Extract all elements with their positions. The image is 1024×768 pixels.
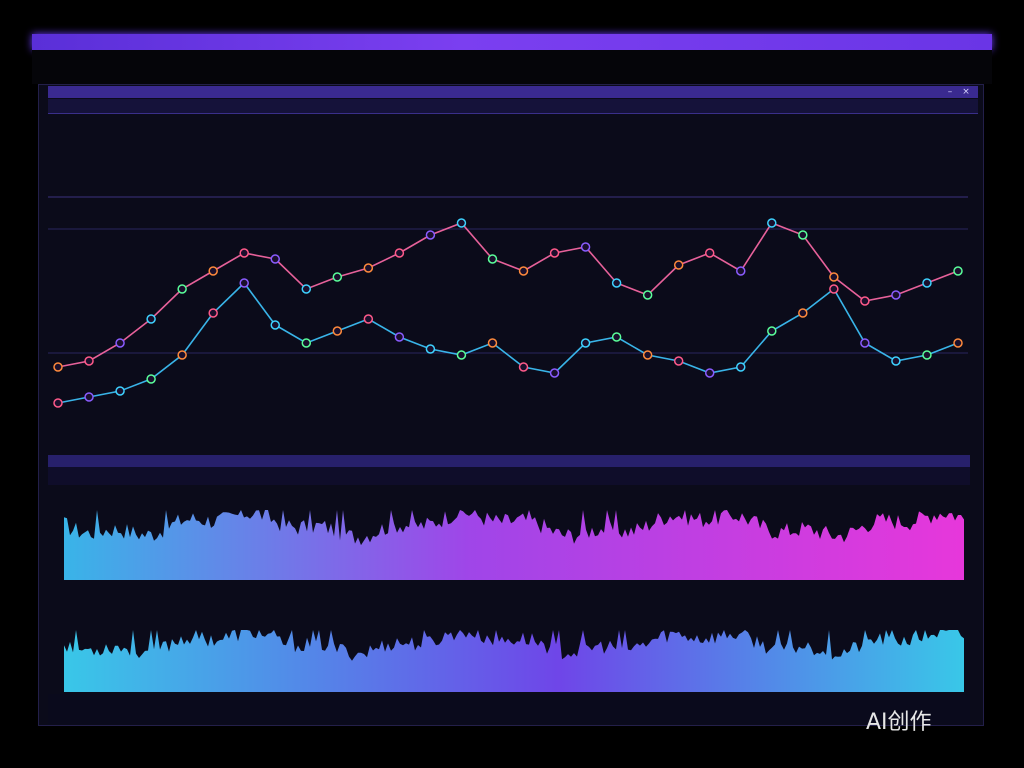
data-point[interactable] [146,374,156,384]
bottom-waveform-chart [64,630,964,692]
footer-toolbar [48,694,970,724]
data-point[interactable] [332,326,343,336]
minimize-icon[interactable]: – [947,87,953,97]
data-point[interactable] [394,332,405,342]
x-axis-strip [48,455,970,467]
data-point[interactable] [332,272,343,282]
data-point[interactable] [580,242,591,252]
data-point[interactable] [549,368,560,378]
data-point[interactable] [953,338,963,348]
data-point[interactable] [363,263,374,273]
series-line [57,222,959,368]
data-point[interactable] [301,284,312,294]
data-point[interactable] [84,392,94,402]
data-point[interactable] [239,248,249,258]
dashboard-panel [38,84,984,726]
series-line [57,281,959,404]
data-point[interactable] [239,278,249,288]
close-icon[interactable]: × [962,87,970,97]
data-point[interactable] [673,356,684,366]
data-point[interactable] [704,368,715,378]
data-point[interactable] [798,308,808,318]
data-point[interactable] [611,278,622,288]
title-bar [32,34,992,50]
data-point[interactable] [891,356,901,366]
data-point[interactable] [301,338,312,348]
data-point[interactable] [642,350,653,360]
data-point[interactable] [704,248,715,258]
watermark: AI创作 [866,710,932,735]
data-point[interactable] [456,218,467,228]
data-point[interactable] [456,350,467,360]
data-point[interactable] [673,260,684,270]
data-point[interactable] [953,266,963,276]
data-point[interactable] [208,308,218,318]
data-point[interactable] [798,230,808,240]
data-point[interactable] [487,338,498,348]
data-point[interactable] [115,386,125,396]
data-point[interactable] [177,284,187,294]
data-point[interactable] [518,362,529,372]
data-point[interactable] [84,356,94,366]
data-point[interactable] [270,254,280,264]
data-point[interactable] [860,338,870,348]
data-point[interactable] [922,350,932,360]
data-point[interactable] [611,332,622,342]
upper-line-chart [48,196,968,408]
data-point[interactable] [829,272,839,282]
series-layer [53,218,963,408]
top-waveform-area [64,510,964,580]
panel-tab-strip: – × [48,86,978,98]
data-point[interactable] [177,350,187,360]
sub-header [32,50,992,84]
data-point[interactable] [549,248,560,258]
top-waveform-chart [64,510,964,580]
data-point[interactable] [115,338,125,348]
data-point[interactable] [767,218,777,228]
data-point[interactable] [580,338,591,348]
data-point[interactable] [860,296,870,306]
data-point[interactable] [736,362,746,372]
data-point[interactable] [487,254,498,264]
data-point[interactable] [829,284,839,294]
data-point[interactable] [736,266,746,276]
data-point[interactable] [363,314,374,324]
data-point[interactable] [767,326,777,336]
tab-row [48,99,978,114]
data-point[interactable] [53,362,63,372]
data-point[interactable] [922,278,932,288]
data-point[interactable] [642,290,653,300]
data-point[interactable] [146,314,156,324]
data-point[interactable] [208,266,218,276]
bottom-waveform-area [64,630,964,692]
data-point[interactable] [53,398,63,408]
data-point[interactable] [270,320,280,330]
data-point[interactable] [425,230,436,240]
x-axis-labels [48,467,970,485]
data-point[interactable] [518,266,529,276]
data-point[interactable] [891,290,901,300]
data-point[interactable] [425,344,436,354]
data-point[interactable] [394,248,405,258]
